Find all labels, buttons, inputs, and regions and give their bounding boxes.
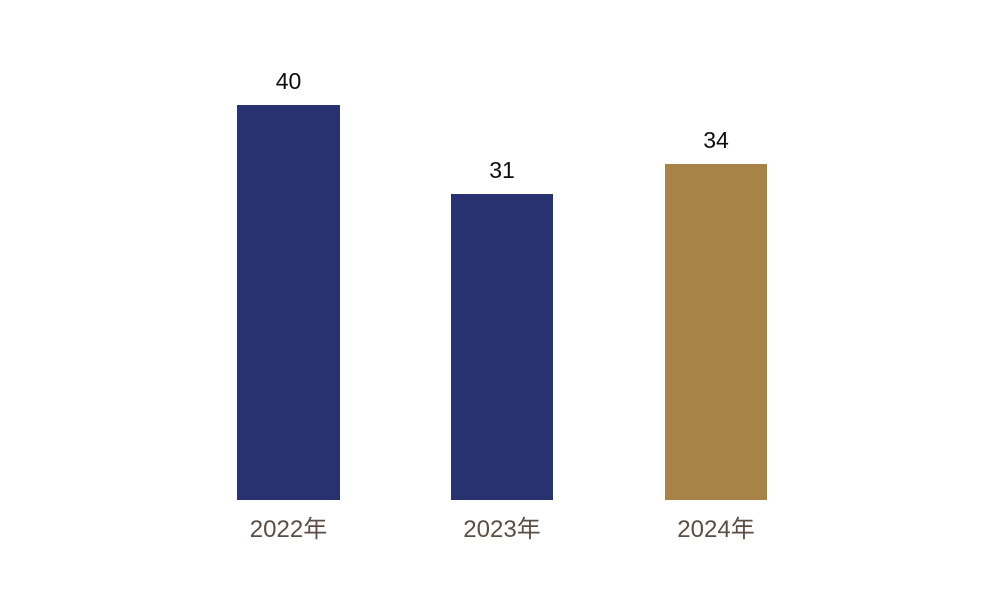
bar-group-2022: 40 2022年 <box>237 68 340 543</box>
value-label: 34 <box>703 127 729 154</box>
bar <box>451 194 553 500</box>
category-label: 2023年 <box>463 516 541 544</box>
category-label: 2024年 <box>677 516 755 544</box>
category-label: 2022年 <box>249 516 328 544</box>
value-label: 31 <box>489 157 515 184</box>
bar <box>665 164 767 500</box>
bar-group-2023: 31 2023年 <box>451 157 553 543</box>
bar-group-2024: 34 2024年 <box>665 127 767 543</box>
value-label: 40 <box>275 68 302 95</box>
bar <box>237 105 340 500</box>
